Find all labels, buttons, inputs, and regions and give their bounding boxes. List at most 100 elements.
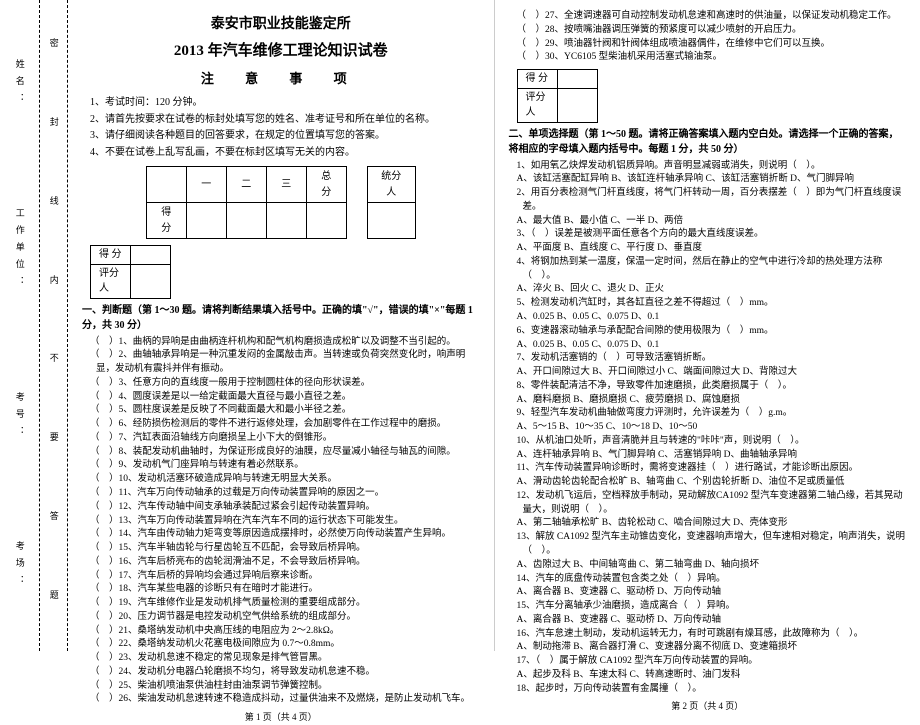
- page-2-footer: 第 2 页（共 4 页）: [509, 700, 907, 714]
- list-item: （ ）9、发动机气门座异响与转速有着必然联系。: [90, 459, 480, 473]
- list-item: （ ）14、汽车由传动轴力矩弯变等原因造成摆排时，必然使万向传动装置产生异响。: [90, 528, 480, 542]
- list-item: （ ）2、曲轴轴承异响是一种沉重发闷的金属敲击声。当转速或负荷突然变化时，响声明…: [90, 349, 480, 377]
- list-item: A、开口间隙过大 B、开口间隙过小 C、端面间隙过大 D、背隙过大: [517, 366, 907, 380]
- mini-grader-label: 评分人: [91, 264, 131, 298]
- page-1: 泰安市职业技能鉴定所 2013 年汽车维修工理论知识试卷 注 意 事 项 1、考…: [68, 0, 495, 651]
- list-item: 7、发动机活塞销的（ ）可导致活塞销折断。: [517, 352, 907, 366]
- list-item: 18、起步时，万向传动装置有金属撞（ ）。: [517, 683, 907, 697]
- list-item: （ ）7、汽缸表面沿轴线方向磨损呈上小下大的倒锥形。: [90, 432, 480, 446]
- list-item: 4、将钢加热到某一温度，保温一定时间，然后在静止的空气中进行冷却的热处理方法称（…: [517, 256, 907, 284]
- bind-label-unit: 工作单位：: [12, 208, 26, 293]
- mini-grader-label-2: 评分人: [517, 88, 557, 122]
- instruction-3: 3、请仔细阅读各种题目的回答要求，在规定的位置填写您的答案。: [90, 128, 480, 144]
- list-item: A、离合器 B、变速器 C、驱动桥 D、万向传动轴: [517, 586, 907, 600]
- list-item: 2、用百分表检测气门杆直线度，将气门杆转动一周，百分表摆差（ ）即为气门杆直线度…: [517, 187, 907, 215]
- list-item: （ ）6、经防损伤检测后的零件不进行返修处理，会加剧零件在工作过程中的磨损。: [90, 418, 480, 432]
- list-item: （ ）11、汽车万向传动轴承的过载是万向传动装置异响的原因之一。: [90, 487, 480, 501]
- score-col-2: 二: [226, 167, 266, 203]
- list-item: （ ）13、汽车万向传动装置异响在汽车汽车不同的运行状态下可能发生。: [90, 515, 480, 529]
- seal-char-7: 题: [46, 590, 60, 613]
- list-item: （ ）21、桑塔纳发动机中央高压线的电阻应为 2～2.8kΩ。: [90, 625, 480, 639]
- section-2-title: 二、单项选择题（第 1～50 题。请将正确答案填入题内空白处。请选择一个正确的答…: [509, 127, 907, 158]
- list-item: （ ）22、桑塔纳发动机火花塞电极间隙应为 0.7～0.8mm。: [90, 638, 480, 652]
- seal-char-6: 答: [46, 511, 60, 534]
- list-item: （ ）3、任意方向的直线度一般用于控制圆柱体的径向形状误差。: [90, 377, 480, 391]
- score-col-grader: 统分人: [367, 167, 415, 203]
- list-item: （ ）28、按喷嘴油器调压弹簧的预紧度可以减少喷射的开启压力。: [517, 24, 907, 38]
- page-1-footer: 第 1 页（共 4 页）: [82, 711, 480, 725]
- pages-container: 泰安市职业技能鉴定所 2013 年汽车维修工理论知识试卷 注 意 事 项 1、考…: [68, 0, 920, 651]
- list-item: （ ）15、汽车半轴齿轮与行星齿轮互不匹配，会导致后桥异响。: [90, 542, 480, 556]
- list-item: （ ）23、发动机怠速不稳定的常见现象是排气管冒黑。: [90, 652, 480, 666]
- org-name: 泰安市职业技能鉴定所: [82, 14, 480, 36]
- list-item: A、齿隙过大 B、中间轴弯曲 C、第二轴弯曲 D、轴向损坏: [517, 559, 907, 573]
- list-item: A、最大值 B、最小值 C、一半 D、两倍: [517, 215, 907, 229]
- list-item: 6、变速器滚动轴承与承配配合间隙的使用极限为（ ）mm。: [517, 325, 907, 339]
- list-item: （ ）1、曲柄的异响是由曲柄连杆机构和配气机构磨损造成松旷以及调整不当引起的。: [90, 336, 480, 350]
- list-item: 1、如用氧乙炔焊发动机铝质异响。声音明显减弱或消失，则说明（ ）。: [517, 160, 907, 174]
- list-item: 5、检测发动机汽缸时，其各缸直径之差不得超过（ ）mm。: [517, 297, 907, 311]
- list-item: 17、（ ）属于解放 CA1092 型汽车万向传动装置的异响。: [517, 655, 907, 669]
- list-item: （ ）27、全速调速器可自动控制发动机怠速和高速时的供油量，以保证发动机稳定工作…: [517, 10, 907, 24]
- page-2: （ ）27、全速调速器可自动控制发动机怠速和高速时的供油量，以保证发动机稳定工作…: [495, 0, 920, 651]
- list-item: A、连杆轴承异响 B、气门脚异响 C、活塞销异响 D、曲轴轴承异响: [517, 449, 907, 463]
- seal-char-0: 密: [46, 38, 60, 61]
- instruction-1: 1、考试时间：120 分钟。: [90, 95, 480, 111]
- section-2-items: 1、如用氧乙炔焊发动机铝质异响。声音明显减弱或消失，则说明（ ）。A、该缸活塞配…: [509, 160, 907, 697]
- score-row-label: 得分: [146, 203, 186, 239]
- list-item: （ ）4、圆度误差是以一给定截面最大直径与最小直径之差。: [90, 391, 480, 405]
- page2-pre-items: （ ）27、全速调速器可自动控制发动机怠速和高速时的供油量，以保证发动机稳定工作…: [509, 10, 907, 65]
- list-item: （ ）25、柴油机喷油泵供油柱封由油泵调节弹簧控制。: [90, 680, 480, 694]
- seal-char-1: 封: [46, 117, 60, 140]
- score-col-total: 总分: [306, 167, 346, 203]
- list-item: （ ）17、汽车后桥的异响均会通过异响后察来诊断。: [90, 570, 480, 584]
- list-item: 14、汽车的底盘传动装置包含类之处（ ）异响。: [517, 573, 907, 587]
- list-item: （ ）24、发动机分电器凸轮磨损不均匀，将导致发动机怠速不稳。: [90, 666, 480, 680]
- mini-score-label: 得 分: [91, 246, 131, 265]
- list-item: （ ）12、汽车传动轴中间支承轴承装配过紧会引起传动装置异响。: [90, 501, 480, 515]
- list-item: A、滑动齿轮齿轮配合松旷 B、轴弯曲 C、个别齿轮折断 D、油位不足或质量低: [517, 476, 907, 490]
- list-item: （ ）20、压力调节器是电控发动机空气供给系统的组成部分。: [90, 611, 480, 625]
- mini-score-table-2: 得 分 评分人: [517, 69, 598, 123]
- list-item: A、离合器 B、变速器 C、驱动桥 D、万向传动轴: [517, 614, 907, 628]
- list-item: A、制动拖滞 B、离合器打滑 C、变速器分离不彻底 D、变速箱损坏: [517, 641, 907, 655]
- list-item: A、淬火 B、回火 C、退火 D、正火: [517, 283, 907, 297]
- list-item: （ ）30、YC6105 型柴油机采用活塞式输油泵。: [517, 51, 907, 65]
- list-item: （ ）19、汽车维修作业是发动机排气质量检测的重要组成部分。: [90, 597, 480, 611]
- list-item: A、平面度 B、直线度 C、平行度 D、垂直度: [517, 242, 907, 256]
- list-item: A、磨料磨损 B、磨损磨损 C、疲劳磨损 D、腐蚀磨损: [517, 394, 907, 408]
- mini-score-label-2: 得 分: [517, 70, 557, 89]
- instruction-2: 2、请首先按要求在试卷的标封处填写您的姓名、准考证号和所在单位的名称。: [90, 112, 480, 128]
- score-table: 一 二 三 总分 统分人 得分: [146, 166, 416, 239]
- exam-title: 2013 年汽车维修工理论知识试卷: [82, 40, 480, 63]
- binding-seal-line: 密 封 线 内 不 要 答 题: [40, 0, 68, 651]
- list-item: 11、汽车传动装置异响诊断时，需将变速器挂（ ）进行路试，才能诊断出原因。: [517, 462, 907, 476]
- list-item: A、5～15 B、10～35 C、10～18 D、10～50: [517, 421, 907, 435]
- list-item: （ ）18、汽车某些电器的诊断只有在暗时才能进行。: [90, 583, 480, 597]
- bind-label-examno: 考号：: [12, 392, 26, 443]
- list-item: （ ）26、柴油发动机怠速转速不稳造成抖动，过量供油来不及燃烧，是防止发动机飞车…: [90, 693, 480, 707]
- list-item: （ ）5、圆柱度误差是反映了不同截面最大和最小半径之差。: [90, 404, 480, 418]
- list-item: A、0.025 B、0.05 C、0.075 D、0.1: [517, 311, 907, 325]
- bind-label-name: 姓名：: [12, 59, 26, 110]
- notice-heading: 注 意 事 项: [82, 69, 480, 89]
- score-col-3: 三: [266, 167, 306, 203]
- list-item: 10、从机油口处听，声音清脆并且与转速的"咔咔"声，则说明（ ）。: [517, 435, 907, 449]
- list-item: （ ）8、装配发动机曲轴时，为保证形成良好的油膜，应尽量减小轴径与轴瓦的间隙。: [90, 446, 480, 460]
- seal-char-2: 线: [46, 196, 60, 219]
- list-item: 13、解放 CA1092 型汽车主动锥齿变化，变速器响声增大，但车速相对稳定，响…: [517, 531, 907, 559]
- list-item: 16、汽车怠速土制动，发动机运转无力，有时可跳剧有燥耳感，此故障称为（ ）。: [517, 628, 907, 642]
- list-item: （ ）16、汽车后桥亮布的齿轮润滑油不足，不会导致后桥异响。: [90, 556, 480, 570]
- list-item: （ ）29、喷油器针阀和针阀体组成喷油器偶件，在维修中它们可以互换。: [517, 38, 907, 52]
- list-item: 12、发动机飞运后，空档释放手制动，晃动解放CA1092 型汽车变速器第二轴凸缘…: [517, 490, 907, 518]
- seal-char-4: 不: [46, 353, 60, 376]
- section-1-title: 一、判断题（第 1～30 题。请将判断结果填入括号中。正确的填"√"，错误的填"…: [82, 303, 480, 334]
- list-item: A、第二轴轴承松旷 B、齿轮松动 C、啮合间隙过大 D、壳体变形: [517, 517, 907, 531]
- list-item: 9、轻型汽车发动机曲轴做弯度力评测时，允许误差为（ ）g.m。: [517, 407, 907, 421]
- list-item: A、0.025 B、0.05 C、0.075 D、0.1: [517, 339, 907, 353]
- seal-char-5: 要: [46, 432, 60, 455]
- list-item: 15、汽车分离轴承少油磨损，造成离合（ ）异响。: [517, 600, 907, 614]
- list-item: A、该缸活塞配缸异响 B、该缸连杆轴承异响 C、该缸活塞销折断 D、气门脚异响: [517, 173, 907, 187]
- list-item: 3、（ ）误差是被测平面任意各个方向的最大直线度误差。: [517, 228, 907, 242]
- list-item: （ ）10、发动机活塞环破造成异响与转速无明显大关系。: [90, 473, 480, 487]
